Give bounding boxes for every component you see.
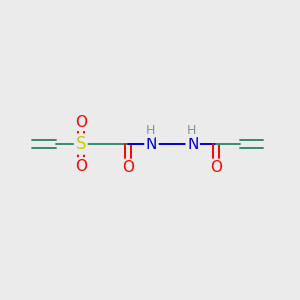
Text: O: O [75,159,87,174]
Text: N: N [146,136,157,152]
Text: O: O [122,160,134,175]
Text: N: N [187,136,198,152]
Text: S: S [76,135,86,153]
Text: O: O [75,115,87,130]
Text: H: H [145,124,155,137]
Text: O: O [210,160,222,175]
Text: H: H [187,124,196,137]
